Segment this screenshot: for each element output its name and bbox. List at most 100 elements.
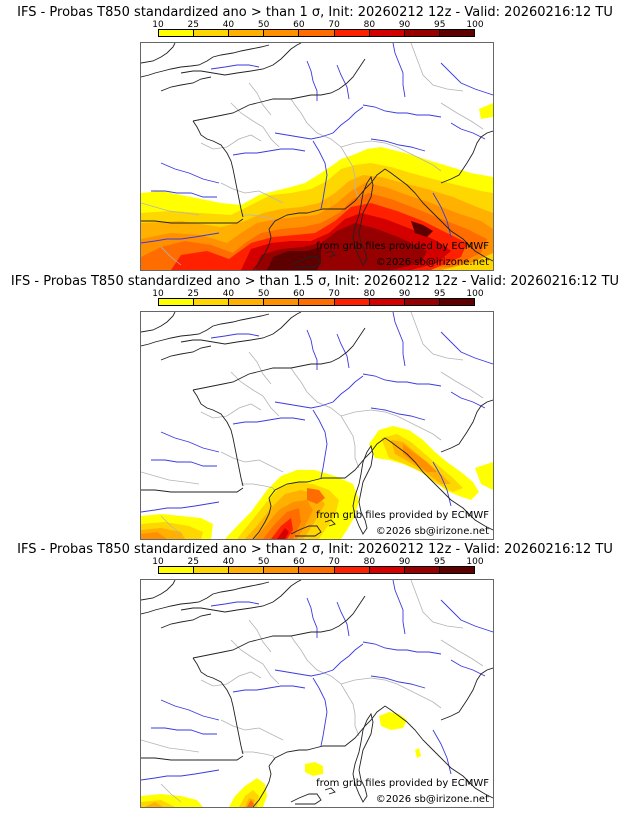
colorbar-segment	[159, 299, 195, 305]
admin-border	[141, 471, 200, 485]
colorbar-tick-label: 10	[152, 20, 164, 30]
admin-border	[440, 639, 484, 667]
river-line	[312, 409, 328, 479]
river-line	[432, 729, 452, 775]
river-line	[370, 675, 426, 689]
probability-contour	[479, 103, 493, 119]
colorbar-tick-label: 60	[293, 20, 305, 30]
coastline	[141, 755, 244, 761]
coastline	[160, 76, 212, 92]
river-line	[312, 677, 328, 747]
colorbar-tick-label: 25	[187, 289, 199, 299]
river-line	[336, 601, 350, 637]
coastline	[290, 525, 322, 537]
colorbar-tick-label: 90	[398, 557, 411, 567]
admin-border	[248, 82, 272, 116]
coastline	[324, 787, 336, 795]
river-line	[392, 43, 406, 98]
coastline-layer	[141, 43, 493, 270]
admin-border	[141, 739, 200, 753]
colorbar-segment	[334, 299, 370, 305]
river-line	[274, 106, 364, 140]
colorbar-tick-label: 90	[398, 20, 411, 30]
colorbar-segment	[194, 567, 230, 573]
admin-border	[440, 371, 484, 399]
admin-border	[410, 580, 464, 629]
river-line	[362, 104, 442, 118]
river-line	[440, 62, 493, 96]
admin-border	[241, 751, 276, 761]
colorbar-tick-label: 95	[434, 557, 446, 567]
colorbar-tick-label: 60	[293, 557, 305, 567]
border-layer	[141, 43, 484, 266]
coastline	[290, 58, 366, 100]
colorbar-segment	[439, 30, 474, 36]
colorbar-segment	[439, 299, 474, 305]
admin-border	[220, 182, 284, 204]
river-line	[141, 232, 220, 244]
colorbar-tick-label: 100	[466, 20, 484, 30]
admin-border	[160, 783, 182, 803]
colorbar-tick-label: 80	[363, 557, 376, 567]
admin-border	[160, 246, 182, 266]
coastline	[290, 793, 322, 805]
colorbar-segment	[404, 567, 440, 573]
colorbar-tick-label: 90	[398, 289, 411, 299]
credit-source: from grib files provided by ECMWF	[316, 778, 489, 789]
probability-contour	[145, 802, 163, 807]
colorbar-segment	[299, 299, 335, 305]
probability-contour	[379, 712, 407, 730]
river-line	[370, 138, 426, 152]
credit-copyright: ©2026 sb@irizone.net	[375, 526, 489, 537]
coastline	[290, 327, 366, 369]
admin-border	[410, 43, 464, 92]
colorbar-segment	[439, 567, 474, 573]
colorbar-tick-label: 100	[466, 289, 484, 299]
coastline	[180, 312, 302, 345]
colorbar-segment	[299, 567, 335, 573]
river-line	[141, 769, 220, 781]
colorbar-tick-label: 95	[434, 20, 446, 30]
coastline	[141, 218, 244, 224]
river-line	[306, 60, 318, 101]
colorbar-tick-label: 80	[363, 289, 376, 299]
river-line	[312, 140, 328, 210]
coastline	[192, 98, 291, 122]
admin-border	[200, 671, 262, 687]
colorbar-segment	[334, 567, 370, 573]
chart-panel-3: IFS - Probas T850 standardized ano > tha…	[0, 542, 630, 812]
colorbar-tick-label: 95	[434, 289, 446, 299]
admin-border	[340, 140, 442, 172]
credit-copyright: ©2026 sb@irizone.net	[375, 257, 489, 268]
river-layer	[141, 43, 493, 244]
colorbar-tick-label: 10	[152, 289, 164, 299]
coastline-layer	[141, 580, 493, 807]
admin-border	[290, 367, 360, 469]
coastline	[160, 613, 212, 629]
admin-border	[220, 451, 284, 473]
river-line	[440, 331, 493, 365]
river-line	[210, 333, 260, 339]
chart-title: IFS - Probas T850 standardized ano > tha…	[17, 542, 613, 557]
colorbar-ticks: 10 25 40 50 60 70 80 90 95 100	[152, 289, 483, 299]
admin-border	[248, 619, 272, 653]
river-layer	[141, 580, 493, 781]
river-line	[306, 329, 318, 370]
river-line	[450, 122, 486, 140]
river-line	[210, 64, 260, 70]
river-line	[232, 148, 306, 156]
colorbar	[158, 298, 475, 306]
coastline	[141, 44, 270, 78]
coastline	[141, 580, 176, 601]
colorbar-tick-label: 40	[222, 557, 235, 567]
colorbar-tick-label: 70	[328, 289, 340, 299]
probability-contour	[277, 528, 289, 539]
coastline	[192, 635, 291, 659]
colorbar-segment	[159, 567, 195, 573]
river-line	[141, 501, 220, 513]
admin-border	[440, 102, 484, 130]
border-layer	[141, 312, 484, 535]
colorbar-segment	[229, 567, 265, 573]
probability-contour	[141, 532, 167, 539]
river-line	[160, 699, 220, 721]
